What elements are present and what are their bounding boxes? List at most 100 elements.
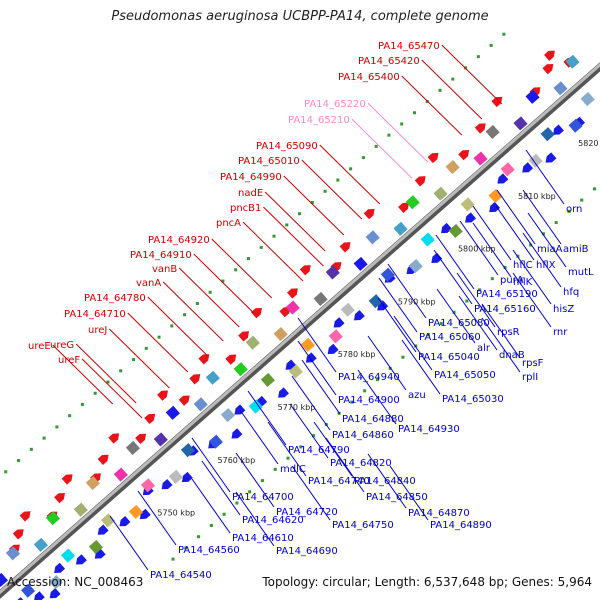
forward-gene-arrow[interactable]: [144, 411, 158, 425]
gene-label-bottom[interactable]: hflK: [513, 277, 533, 288]
forward-gene-arrow[interactable]: [12, 526, 27, 540]
gene-box[interactable]: [408, 259, 423, 274]
gene-box[interactable]: [88, 539, 103, 555]
gene-box[interactable]: [553, 81, 568, 96]
gene-box[interactable]: [433, 186, 448, 201]
forward-gene-arrow[interactable]: [90, 470, 104, 484]
gene-box[interactable]: [328, 329, 343, 344]
forward-gene-arrow[interactable]: [279, 304, 293, 318]
gene-label-bottom[interactable]: PA14_64740: [308, 476, 370, 487]
gene-label-bottom[interactable]: PA14_65160: [474, 304, 536, 315]
gene-label-top[interactable]: PA14_65210: [288, 115, 350, 126]
gene-box[interactable]: [33, 537, 48, 552]
reverse-gene-arrow[interactable]: [47, 588, 61, 600]
gene-label-bottom[interactable]: PA14_64890: [430, 520, 492, 531]
reverse-gene-arrow[interactable]: [543, 152, 557, 165]
reverse-gene-arrow[interactable]: [73, 554, 87, 567]
gene-label-bottom[interactable]: PA14_64840: [354, 476, 416, 487]
gene-label-bottom[interactable]: purA: [500, 275, 524, 286]
forward-gene-arrow[interactable]: [398, 200, 412, 214]
reverse-gene-arrow[interactable]: [550, 124, 564, 138]
gene-label-top[interactable]: PA14_65010: [238, 156, 300, 167]
gene-label-top[interactable]: PA14_65220: [304, 99, 366, 110]
reverse-gene-arrow[interactable]: [95, 524, 109, 538]
gene-label-top[interactable]: PA14_65420: [358, 56, 420, 67]
reverse-gene-arrow[interactable]: [52, 562, 66, 576]
gene-label-bottom[interactable]: PA14_64930: [398, 424, 460, 435]
forward-gene-arrow[interactable]: [427, 150, 442, 164]
gene-label-top[interactable]: vanA: [136, 278, 161, 289]
gene-box[interactable]: [273, 327, 288, 342]
gene-box[interactable]: [220, 408, 235, 423]
gene-box[interactable]: [60, 548, 76, 563]
gene-label-top[interactable]: PA14_64780: [84, 293, 146, 304]
gene-label-top[interactable]: PA14_64990: [220, 172, 282, 183]
gene-box[interactable]: [528, 153, 543, 168]
forward-gene-arrow[interactable]: [135, 431, 149, 445]
reverse-gene-arrow[interactable]: [137, 508, 151, 522]
gene-label-bottom[interactable]: orn: [566, 204, 582, 215]
gene-label-bottom[interactable]: PA14_65080: [428, 318, 490, 329]
gene-label-bottom[interactable]: hisZ: [553, 304, 574, 315]
gene-label-bottom[interactable]: PA14_65040: [418, 352, 480, 363]
gene-label-bottom[interactable]: PA14_65030: [442, 394, 504, 405]
forward-gene-arrow[interactable]: [157, 388, 171, 401]
gene-box[interactable]: [260, 372, 275, 388]
forward-gene-arrow[interactable]: [225, 352, 239, 365]
gene-label-bottom[interactable]: miaA: [537, 244, 563, 255]
forward-gene-arrow[interactable]: [238, 328, 252, 342]
gene-box[interactable]: [525, 89, 540, 104]
gene-box[interactable]: [448, 223, 463, 239]
reverse-gene-arrow[interactable]: [487, 201, 501, 215]
gene-box[interactable]: [393, 221, 408, 236]
forward-gene-arrow[interactable]: [299, 262, 314, 276]
gene-label-bottom[interactable]: PA14_64870: [408, 508, 470, 519]
gene-box[interactable]: [580, 92, 595, 107]
gene-box[interactable]: [340, 302, 355, 317]
gene-box[interactable]: [193, 397, 208, 412]
gene-label-bottom[interactable]: dnaB: [499, 350, 525, 361]
reverse-gene-arrow[interactable]: [462, 212, 477, 225]
forward-gene-arrow[interactable]: [330, 259, 344, 273]
gene-box[interactable]: [485, 124, 500, 140]
gene-box[interactable]: [165, 405, 180, 420]
gene-box[interactable]: [445, 160, 460, 175]
gene-label-top[interactable]: PA14_64910: [130, 250, 192, 261]
gene-label-bottom[interactable]: rpsF: [522, 358, 544, 369]
gene-box[interactable]: [500, 162, 515, 177]
reverse-gene-arrow[interactable]: [520, 162, 534, 175]
gene-label-bottom[interactable]: PA14_64690: [276, 546, 338, 557]
reverse-gene-arrow[interactable]: [179, 471, 193, 485]
gene-box[interactable]: [540, 127, 555, 142]
gene-label-bottom[interactable]: PA14_64700: [232, 492, 294, 503]
gene-labels[interactable]: PA14_65470 PA14_65420 PA14_65400 PA14_65220…: [28, 41, 594, 581]
gene-box[interactable]: [353, 256, 368, 271]
gene-box[interactable]: [140, 478, 156, 493]
gene-box[interactable]: [180, 443, 195, 458]
gene-label-bottom[interactable]: amiB: [563, 244, 589, 255]
forward-gene-arrow[interactable]: [189, 371, 203, 385]
forward-gene-arrow[interactable]: [251, 305, 265, 319]
gene-box[interactable]: [368, 294, 383, 309]
gene-box[interactable]: [125, 440, 140, 456]
forward-gene-arrow[interactable]: [61, 471, 76, 485]
gene-box[interactable]: [73, 502, 88, 517]
gene-label-bottom[interactable]: PA14_64900: [338, 395, 400, 406]
gene-label-top[interactable]: PA14_64710: [64, 309, 126, 320]
reverse-gene-arrow[interactable]: [495, 173, 509, 186]
reverse-gene-arrow[interactable]: [229, 428, 243, 441]
gene-label-bottom[interactable]: azu: [408, 390, 426, 401]
reverse-gene-arrow[interactable]: [351, 310, 365, 323]
gene-label-bottom[interactable]: PA14_64820: [330, 458, 392, 469]
reverse-gene-arrow[interactable]: [303, 352, 317, 365]
gene-label-bottom[interactable]: PA14_64610: [232, 533, 294, 544]
reverse-gene-arrow[interactable]: [275, 387, 289, 400]
gene-box[interactable]: [365, 230, 380, 245]
gene-label-bottom[interactable]: PA14_64620: [242, 515, 304, 526]
gene-box[interactable]: [565, 54, 580, 69]
gene-label-bottom[interactable]: PA14_64880: [342, 414, 404, 425]
gene-box[interactable]: [153, 432, 168, 447]
gene-label-top[interactable]: ureG: [50, 340, 74, 351]
gene-box[interactable]: [245, 335, 260, 350]
gene-label-top[interactable]: vanB: [152, 264, 177, 275]
